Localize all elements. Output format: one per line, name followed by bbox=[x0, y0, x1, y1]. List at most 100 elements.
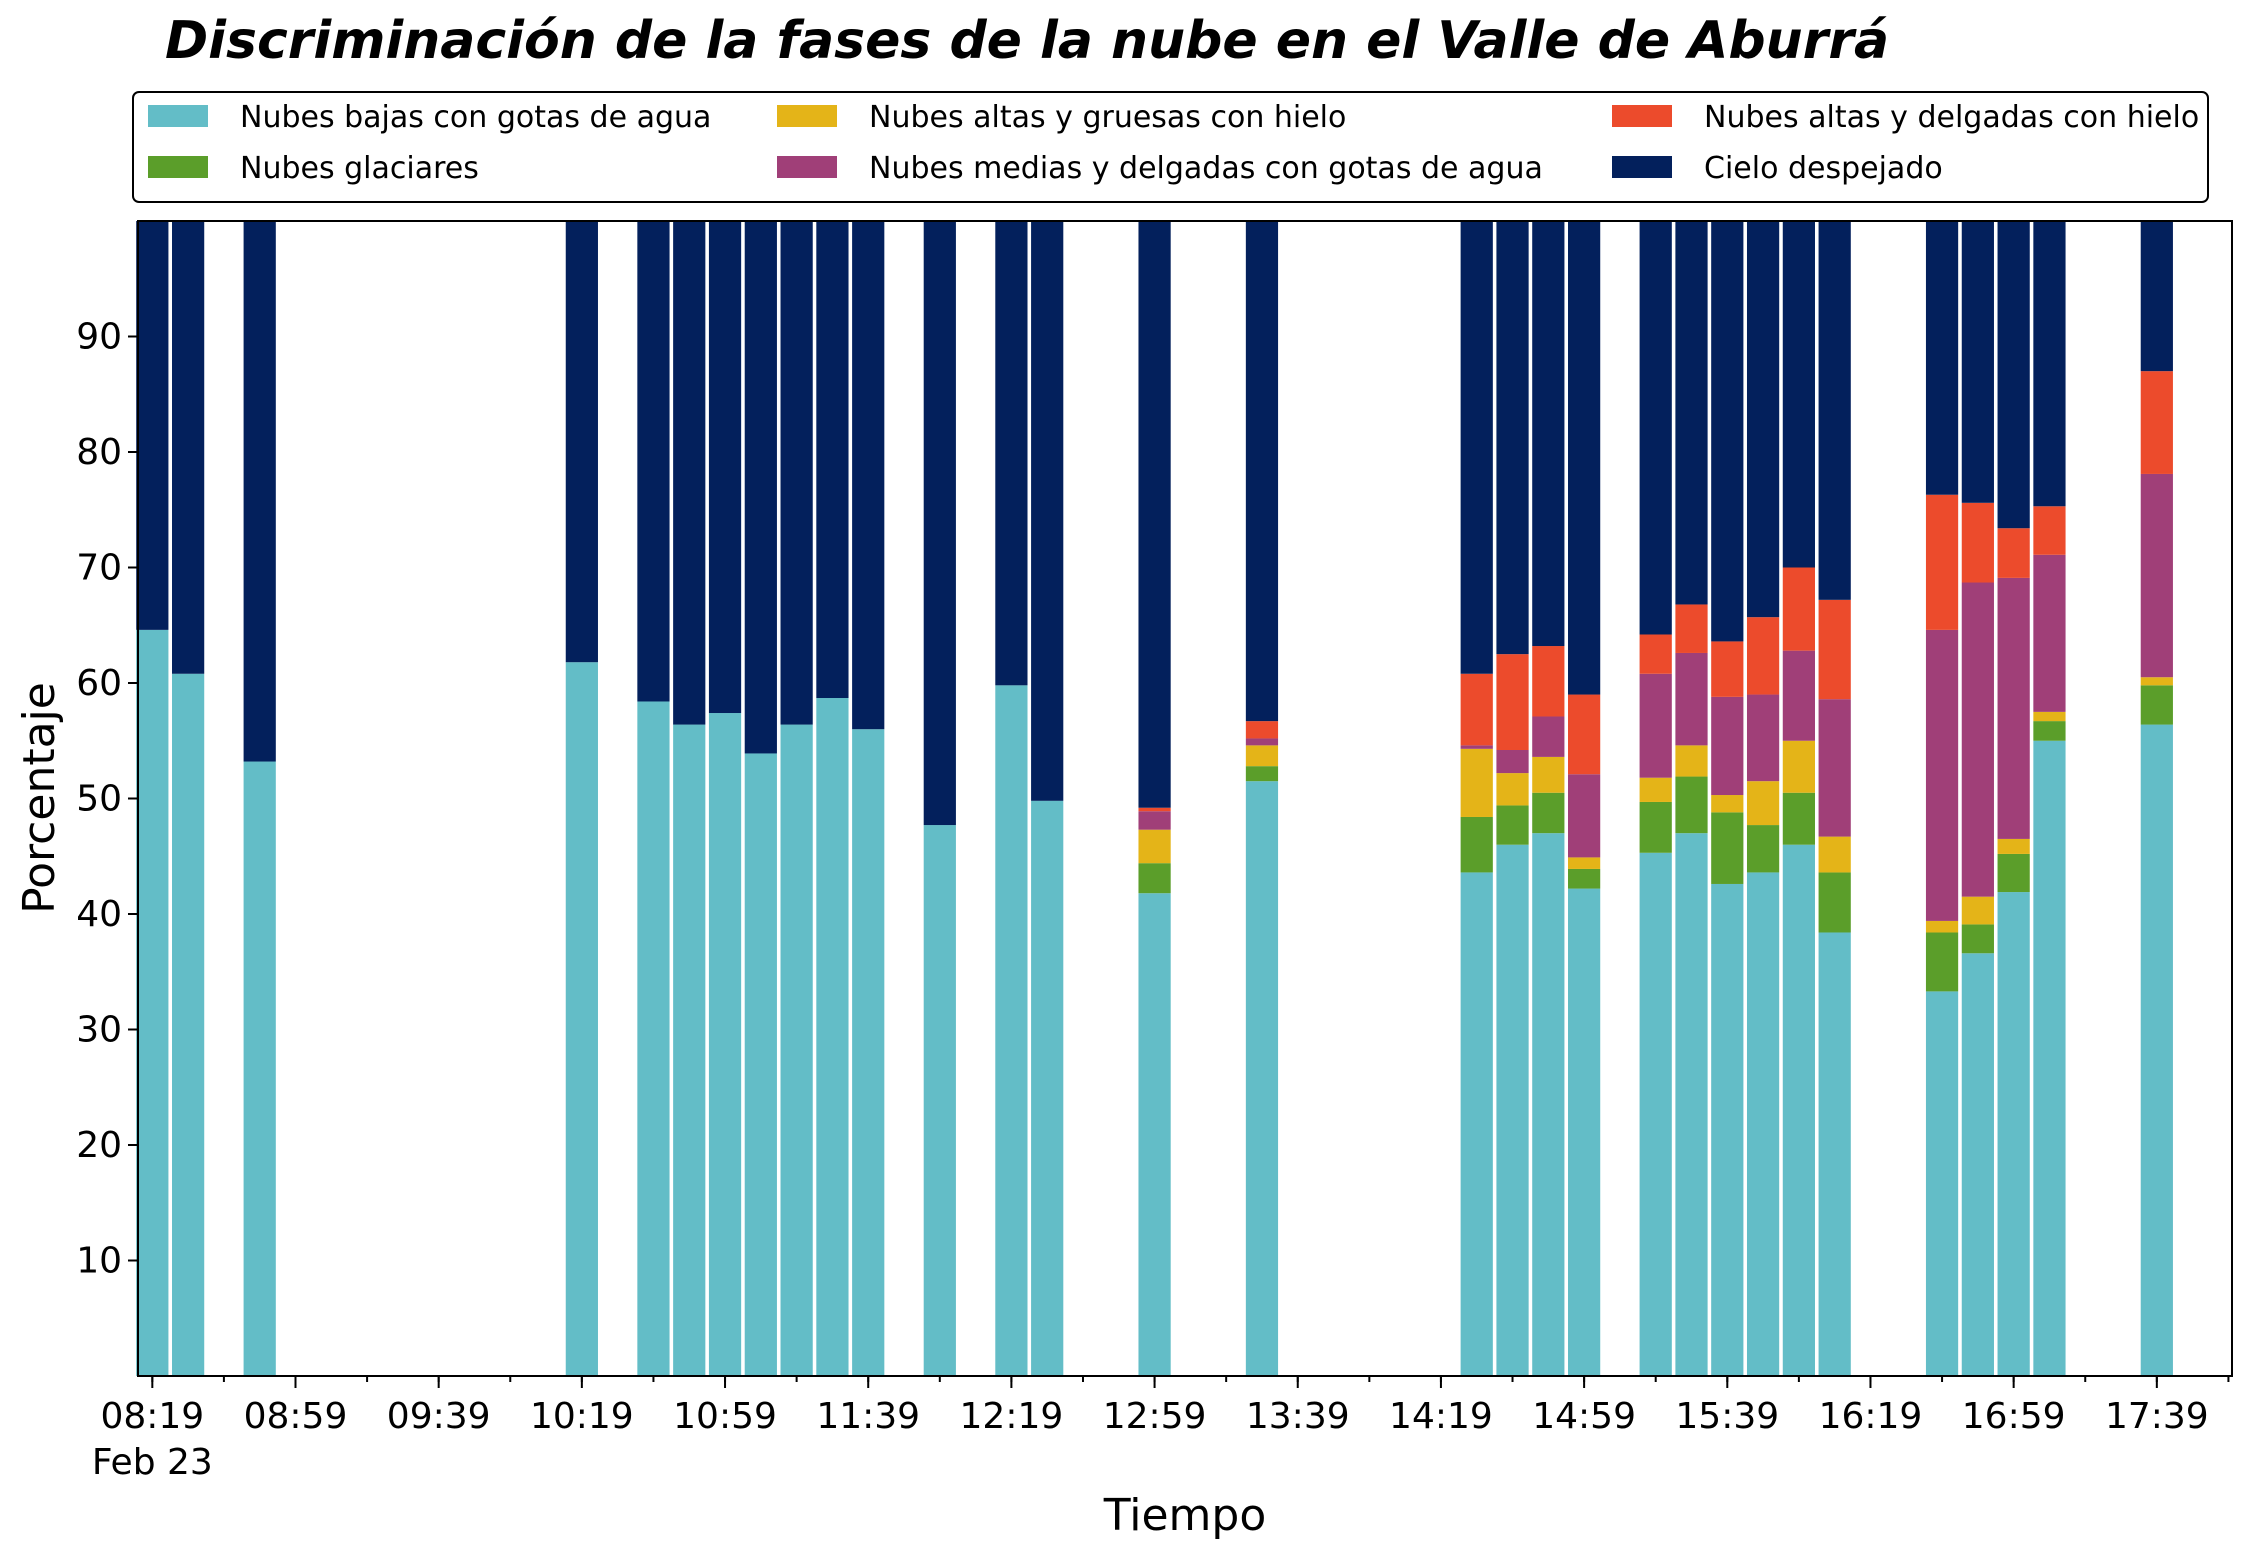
bar-segment-cielo-despejado-1259 bbox=[1138, 221, 1171, 808]
x-tick-label: 09:39 bbox=[387, 1396, 491, 1437]
bar-segment-nubes-bajas-con-gotas-de-agua-0819 bbox=[136, 629, 169, 1376]
y-axis: 10 20 30 40 50 60 70 80 90 bbox=[76, 317, 138, 1282]
bar-segment-nubes-bajas-con-gotas-de-agua-1219 bbox=[995, 685, 1028, 1376]
bar-segment-nubes-altas-y-gruesas-con-hielo-1619 bbox=[1818, 836, 1851, 873]
bar-segment-cielo-despejado-1749 bbox=[2140, 221, 2173, 372]
bar-segment-nubes-glaciares-1549 bbox=[1711, 812, 1744, 884]
bar-segment-nubes-altas-y-delgadas-con-hielo-1509 bbox=[1568, 694, 1601, 775]
bar-segment-nubes-bajas-con-gotas-de-agua-1109 bbox=[744, 753, 777, 1376]
bar-segment-nubes-altas-y-delgadas-con-hielo-1549 bbox=[1711, 641, 1744, 697]
bar-segment-nubes-bajas-con-gotas-de-agua-1549 bbox=[1711, 883, 1744, 1376]
legend-swatch-nubes-altas-y-delgadas-con-hielo bbox=[1612, 105, 1672, 127]
bar-segment-cielo-despejado-1229 bbox=[1031, 221, 1064, 801]
bar-segment-cielo-despejado-1219 bbox=[995, 221, 1028, 686]
bar-segment-nubes-bajas-con-gotas-de-agua-1649 bbox=[1925, 991, 1959, 1376]
bar-segment-nubes-altas-y-delgadas-con-hielo-1619 bbox=[1818, 599, 1851, 700]
x-tick-label: 16:59 bbox=[1962, 1396, 2066, 1437]
bar-segment-nubes-medias-y-delgadas-con-gotas-de-agua-1649 bbox=[1925, 629, 1959, 921]
x-tick-sublabel: Feb 23 bbox=[92, 1442, 213, 1483]
bar-segment-nubes-glaciares-1749 bbox=[2140, 685, 2173, 725]
bars-layer bbox=[136, 221, 2173, 1376]
bar-segment-nubes-altas-y-delgadas-con-hielo-1709 bbox=[1997, 528, 2030, 578]
legend: Nubes bajas con gotas de agua Nubes glaci… bbox=[132, 91, 2209, 203]
bar-segment-nubes-medias-y-delgadas-con-gotas-de-agua-1549 bbox=[1711, 696, 1744, 796]
bar-segment-cielo-despejado-1529 bbox=[1639, 221, 1672, 635]
bar-segment-nubes-bajas-con-gotas-de-agua-1659 bbox=[1961, 953, 1994, 1376]
bar-segment-nubes-altas-y-delgadas-con-hielo-1459 bbox=[1532, 646, 1565, 717]
bar-segment-nubes-altas-y-delgadas-con-hielo-1449 bbox=[1496, 654, 1529, 750]
bar-segment-nubes-glaciares-1529 bbox=[1639, 801, 1672, 853]
bar-segment-nubes-glaciares-1509 bbox=[1568, 868, 1601, 889]
bar-segment-nubes-glaciares-1439 bbox=[1460, 816, 1493, 873]
x-tick-label: 14:19 bbox=[1389, 1396, 1493, 1437]
bar-segment-cielo-despejado-1659 bbox=[1961, 221, 1994, 503]
y-tick-label: 80 bbox=[76, 432, 122, 473]
bar-segment-nubes-medias-y-delgadas-con-gotas-de-agua-1709 bbox=[1997, 577, 2030, 839]
legend-swatch-nubes-medias-y-delgadas-con-gotas-de-agua bbox=[777, 156, 837, 178]
bar-segment-cielo-despejado-1609 bbox=[1782, 221, 1815, 568]
bar-segment-cielo-despejado-1059 bbox=[708, 221, 742, 714]
bar-segment-nubes-bajas-con-gotas-de-agua-1019 bbox=[565, 662, 598, 1376]
bar-segment-nubes-altas-y-delgadas-con-hielo-1559 bbox=[1746, 617, 1780, 695]
legend-label-nubes-bajas-con-gotas-de-agua: Nubes bajas con gotas de agua bbox=[240, 100, 711, 135]
chart-title: Discriminación de la fases de la nube en… bbox=[165, 11, 1889, 71]
bar-segment-nubes-altas-y-delgadas-con-hielo-1439 bbox=[1460, 673, 1493, 746]
bar-segment-cielo-despejado-1049 bbox=[673, 221, 706, 725]
bar-segment-cielo-despejado-1109 bbox=[744, 221, 777, 754]
bar-segment-cielo-despejado-1119 bbox=[780, 221, 813, 725]
bar-segment-cielo-despejado-1129 bbox=[816, 221, 849, 699]
legend-label-nubes-altas-y-gruesas-con-hielo: Nubes altas y gruesas con hielo bbox=[869, 100, 1346, 135]
bar-segment-nubes-bajas-con-gotas-de-agua-1709 bbox=[1997, 892, 2030, 1376]
y-tick-label: 60 bbox=[76, 663, 122, 704]
bar-segment-nubes-glaciares-1559 bbox=[1746, 825, 1780, 873]
bar-segment-nubes-altas-y-gruesas-con-hielo-1709 bbox=[1997, 838, 2030, 854]
bar-segment-nubes-altas-y-delgadas-con-hielo-1659 bbox=[1961, 502, 1994, 583]
bar-segment-nubes-glaciares-1659 bbox=[1961, 924, 1994, 954]
bar-segment-nubes-bajas-con-gotas-de-agua-1559 bbox=[1746, 872, 1780, 1376]
bar-segment-nubes-glaciares-1449 bbox=[1496, 805, 1529, 845]
y-axis-label: Porcentaje bbox=[14, 682, 65, 914]
bar-segment-nubes-glaciares-1609 bbox=[1782, 792, 1815, 845]
x-tick-label: 15:39 bbox=[1675, 1396, 1779, 1437]
bar-segment-nubes-medias-y-delgadas-con-gotas-de-agua-1259 bbox=[1138, 811, 1171, 830]
bar-segment-cielo-despejado-1539 bbox=[1675, 221, 1708, 605]
bar-segment-nubes-glaciares-1649 bbox=[1925, 932, 1959, 992]
legend-label-nubes-glaciares: Nubes glaciares bbox=[240, 151, 479, 186]
legend-swatch-nubes-glaciares bbox=[148, 156, 208, 178]
bar-segment-nubes-glaciares-1459 bbox=[1532, 792, 1565, 834]
bar-segment-cielo-despejado-1439 bbox=[1460, 221, 1493, 674]
bar-segment-nubes-bajas-con-gotas-de-agua-1529 bbox=[1639, 852, 1672, 1376]
bar-segment-cielo-despejado-1559 bbox=[1746, 221, 1780, 618]
x-tick-label: 14:59 bbox=[1532, 1396, 1636, 1437]
plot-area: 10 20 30 40 50 60 70 80 90 08:19 Feb 23 08:59 09:39… bbox=[76, 220, 2233, 1483]
bar-segment-nubes-bajas-con-gotas-de-agua-1119 bbox=[780, 724, 813, 1376]
x-tick-label: 13:39 bbox=[1246, 1396, 1350, 1437]
legend-label-nubes-medias-y-delgadas-con-gotas-de-agua: Nubes medias y delgadas con gotas de agu… bbox=[869, 151, 1543, 186]
bar-segment-nubes-glaciares-1619 bbox=[1818, 872, 1851, 933]
bar-segment-nubes-altas-y-delgadas-con-hielo-1529 bbox=[1639, 634, 1672, 674]
bar-segment-cielo-despejado-1709 bbox=[1997, 221, 2030, 529]
bar-segment-nubes-medias-y-delgadas-con-gotas-de-agua-1609 bbox=[1782, 650, 1815, 741]
bar-segment-nubes-bajas-con-gotas-de-agua-1159 bbox=[923, 825, 956, 1376]
bar-segment-nubes-medias-y-delgadas-con-gotas-de-agua-1559 bbox=[1746, 694, 1780, 782]
bar-segment-nubes-altas-y-gruesas-con-hielo-1539 bbox=[1675, 745, 1708, 777]
bar-segment-nubes-medias-y-delgadas-con-gotas-de-agua-1539 bbox=[1675, 652, 1708, 746]
bar-segment-cielo-despejado-0849 bbox=[243, 221, 276, 762]
x-tick-label: 08:19 bbox=[100, 1396, 204, 1437]
bar-segment-nubes-bajas-con-gotas-de-agua-1459 bbox=[1532, 833, 1565, 1376]
x-tick-label: 10:59 bbox=[673, 1396, 777, 1437]
bar-segment-nubes-altas-y-gruesas-con-hielo-1509 bbox=[1568, 857, 1601, 869]
bar-segment-nubes-bajas-con-gotas-de-agua-1139 bbox=[852, 729, 885, 1376]
legend-swatch-nubes-altas-y-gruesas-con-hielo bbox=[777, 105, 837, 127]
bar-segment-cielo-despejado-1719 bbox=[2033, 221, 2066, 507]
plot-frame bbox=[137, 220, 2233, 1377]
bar-segment-nubes-altas-y-gruesas-con-hielo-1259 bbox=[1138, 829, 1171, 864]
bar-segment-nubes-bajas-con-gotas-de-agua-1539 bbox=[1675, 833, 1708, 1376]
bar-segment-nubes-altas-y-gruesas-con-hielo-1449 bbox=[1496, 773, 1529, 806]
bar-segment-nubes-medias-y-delgadas-con-gotas-de-agua-1449 bbox=[1496, 749, 1529, 774]
bar-segment-nubes-medias-y-delgadas-con-gotas-de-agua-1339 bbox=[1245, 738, 1279, 746]
x-tick-label: 08:59 bbox=[244, 1396, 348, 1437]
bar-segment-cielo-despejado-1139 bbox=[852, 221, 885, 730]
bar-segment-nubes-altas-y-gruesas-con-hielo-1529 bbox=[1639, 777, 1672, 802]
bar-segment-cielo-despejado-1159 bbox=[923, 221, 956, 826]
